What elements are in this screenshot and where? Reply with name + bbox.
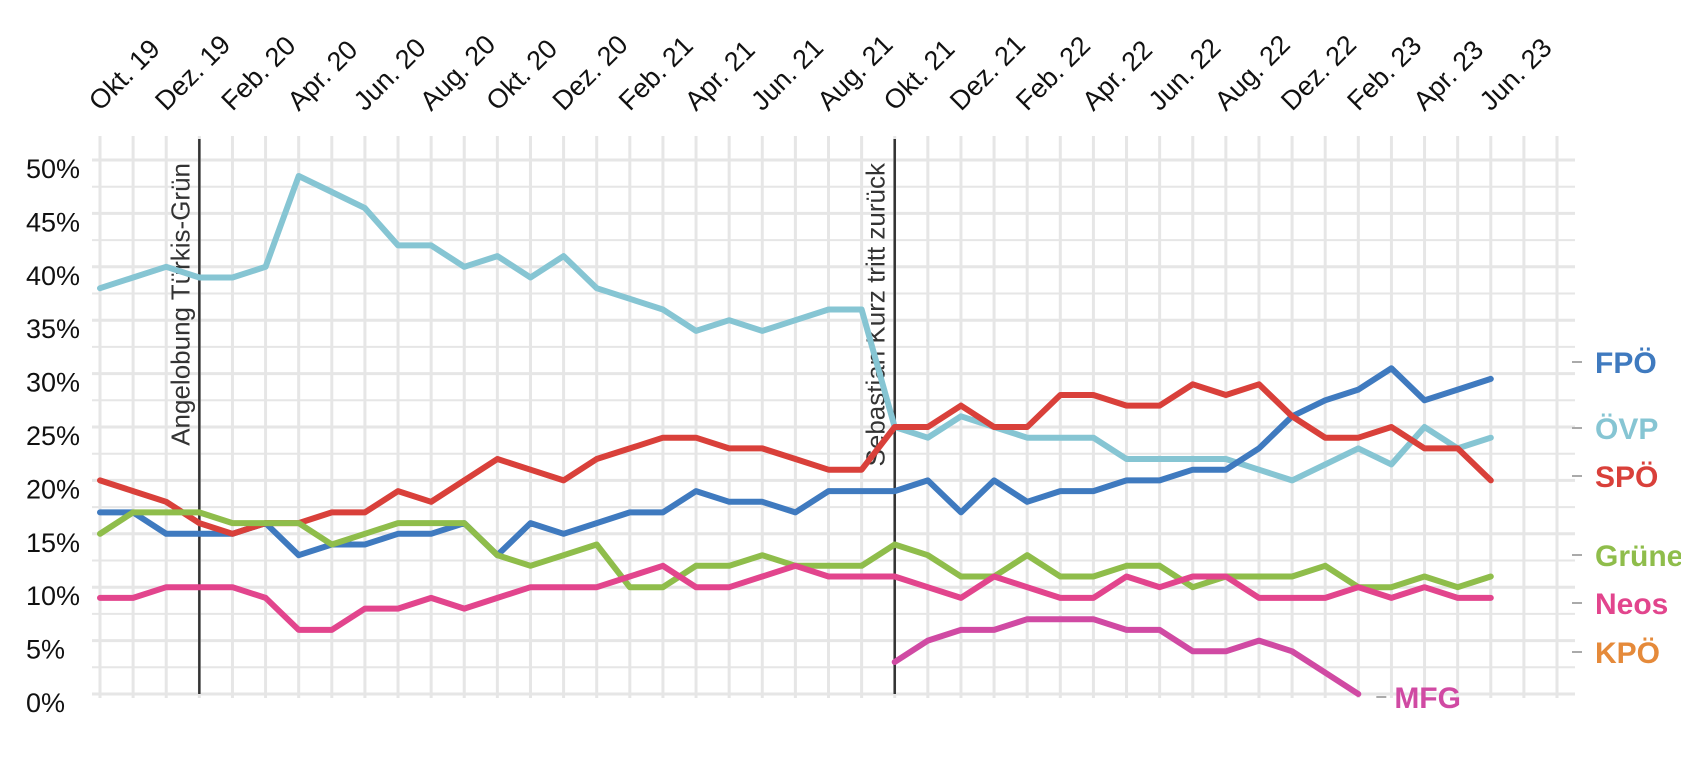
x-tick-label: Jun. 20 [348, 32, 432, 116]
series-end-labels: FPÖ ÖVP SPÖ Grüne Neos KPÖ MFG [1376, 347, 1681, 715]
chart-grid [92, 136, 1575, 698]
end-label-grüne: Grüne [1595, 540, 1681, 573]
end-label-övp: ÖVP [1595, 413, 1658, 446]
x-tick-label: Jun. 22 [1143, 32, 1227, 116]
event-label: Angelobung Türkis-Grün [165, 163, 195, 446]
series-line-mfg [891, 616, 1362, 697]
y-tick-label: 10% [26, 581, 80, 611]
y-tick-label: 40% [26, 261, 80, 291]
series-line-övp [97, 173, 1494, 484]
series-lines [97, 173, 1494, 697]
end-label-fpö: FPÖ [1595, 347, 1657, 380]
y-tick-label: 45% [26, 207, 80, 237]
y-axis-ticks: 0% 5% 10% 15% 20% 25% 30% 35% 40% 45% 50% [26, 154, 80, 718]
y-tick-label: 15% [26, 528, 80, 558]
series-line-spö [97, 381, 1494, 537]
y-tick-label: 25% [26, 421, 80, 451]
end-label-neos: Neos [1595, 588, 1668, 621]
x-tick-label: Jun. 23 [1474, 32, 1558, 116]
end-label-kpö: KPÖ [1595, 637, 1660, 670]
end-label-mfg: MFG [1394, 682, 1461, 715]
series-line-neos [97, 562, 1494, 633]
y-tick-label: 5% [26, 635, 65, 665]
y-tick-label: 20% [26, 474, 80, 504]
y-tick-label: 0% [26, 688, 65, 718]
end-label-spö: SPÖ [1595, 461, 1658, 494]
x-tick-label: Jun. 21 [745, 32, 829, 116]
y-tick-label: 30% [26, 368, 80, 398]
x-tick-label: Okt. 19 [83, 33, 166, 116]
y-tick-label: 50% [26, 154, 80, 184]
y-tick-label: 35% [26, 314, 80, 344]
